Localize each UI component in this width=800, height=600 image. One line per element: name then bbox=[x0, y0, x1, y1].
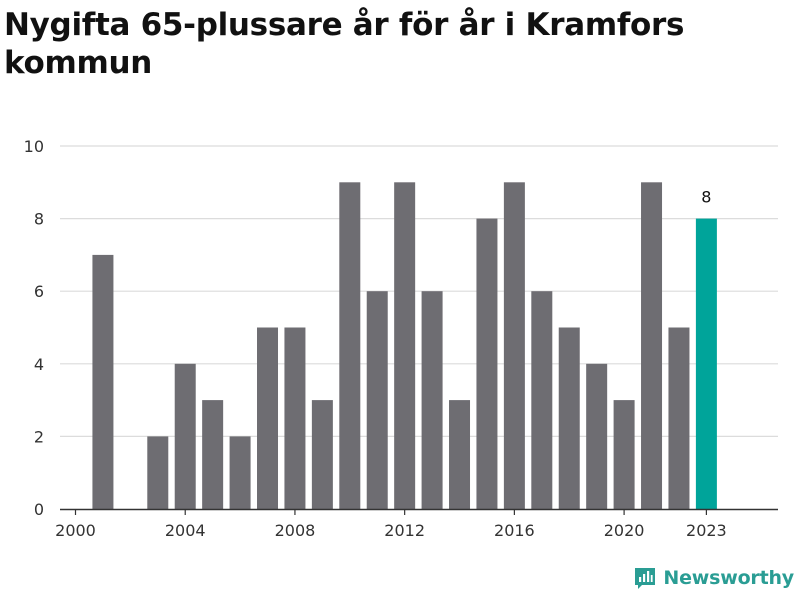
bar bbox=[284, 327, 306, 509]
bar bbox=[476, 218, 498, 509]
bar bbox=[92, 254, 114, 509]
y-tick-label: 10 bbox=[24, 137, 44, 156]
x-tick-label: 2000 bbox=[55, 521, 96, 540]
y-tick-label: 2 bbox=[34, 427, 44, 446]
bar bbox=[229, 436, 251, 509]
bar bbox=[202, 400, 224, 509]
bar bbox=[558, 327, 580, 509]
bars bbox=[92, 182, 717, 510]
bar bbox=[147, 436, 169, 509]
x-tick-label: 2023 bbox=[686, 521, 727, 540]
bar bbox=[366, 291, 388, 509]
bar bbox=[257, 327, 279, 509]
bar bbox=[641, 182, 663, 510]
x-tick-label: 2012 bbox=[384, 521, 425, 540]
bar bbox=[449, 400, 471, 509]
bar bbox=[668, 327, 690, 509]
data-label: 8 bbox=[701, 188, 711, 207]
newsworthy-brand: Newsworthy bbox=[633, 566, 794, 590]
y-tick-label: 0 bbox=[34, 500, 44, 519]
x-tick-label: 2020 bbox=[604, 521, 645, 540]
bar bbox=[339, 182, 361, 510]
bar bbox=[421, 291, 443, 509]
chart-title: Nygifta 65-plussare år för år i Kramfors… bbox=[4, 7, 685, 81]
y-tick-label: 4 bbox=[34, 355, 44, 374]
bar bbox=[311, 400, 333, 509]
bar bbox=[174, 363, 196, 509]
bar-highlight bbox=[695, 218, 717, 509]
y-tick-label: 6 bbox=[34, 282, 44, 301]
bar bbox=[613, 400, 635, 509]
newsworthy-logo-icon bbox=[635, 568, 656, 589]
bar bbox=[503, 182, 525, 510]
y-axis-ticks: 0 2 4 6 8 10 bbox=[24, 137, 44, 519]
bar bbox=[394, 182, 416, 510]
x-tick-label: 2008 bbox=[275, 521, 316, 540]
bar bbox=[531, 291, 553, 509]
y-tick-label: 8 bbox=[34, 210, 44, 229]
brand-name: Newsworthy bbox=[663, 567, 794, 589]
x-tick-label: 2016 bbox=[494, 521, 535, 540]
bar bbox=[586, 363, 608, 509]
x-axis-ticks: 2000 2004 2008 2012 2016 2020 2023 bbox=[55, 509, 727, 540]
x-tick-label: 2004 bbox=[165, 521, 206, 540]
data-labels: 8 bbox=[701, 188, 711, 207]
